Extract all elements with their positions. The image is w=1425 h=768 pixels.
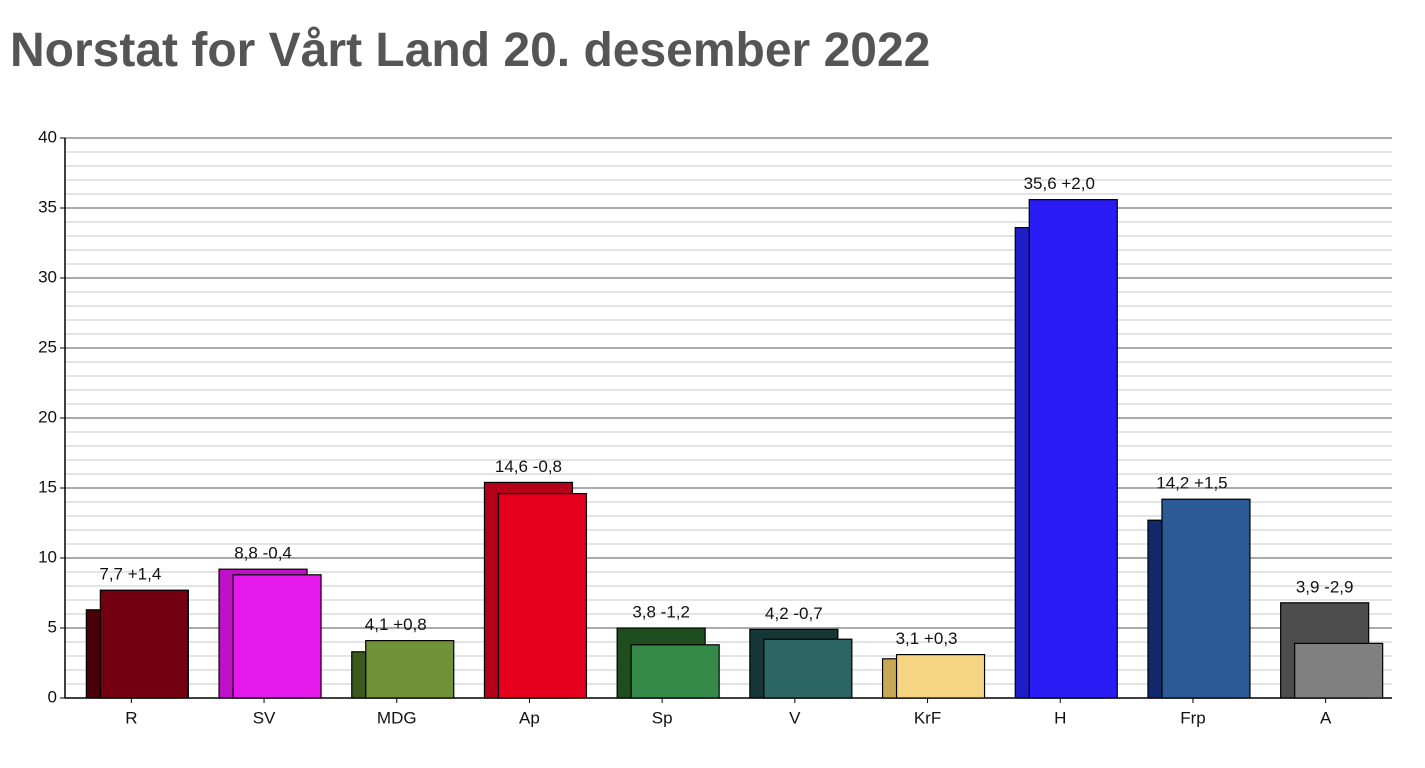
x-tick-label: A xyxy=(1320,708,1332,727)
data-label: 3,1 +0,3 xyxy=(896,629,958,648)
y-tick-label: 10 xyxy=(38,547,57,566)
x-tick-label: Frp xyxy=(1180,708,1206,727)
y-tick-label: 0 xyxy=(48,687,57,706)
data-label: 8,8 -0,4 xyxy=(234,544,292,563)
data-label: 3,9 -2,9 xyxy=(1296,577,1354,596)
y-tick-label: 30 xyxy=(38,267,57,286)
chart-title: Norstat for Vårt Land 20. desember 2022 xyxy=(10,24,930,77)
x-tick-label: Sp xyxy=(652,708,673,727)
bar xyxy=(1294,642,1384,699)
bar xyxy=(232,574,322,699)
data-label: 14,2 +1,5 xyxy=(1156,474,1227,493)
data-label: 14,6 -0,8 xyxy=(495,457,562,476)
data-label: 7,7 +1,4 xyxy=(99,565,161,584)
y-tick-label: 25 xyxy=(38,337,57,356)
bar xyxy=(763,638,853,699)
x-tick-label: V xyxy=(789,708,801,727)
y-tick-label: 40 xyxy=(38,127,57,146)
bar xyxy=(630,644,720,699)
y-tick-label: 5 xyxy=(48,617,57,636)
x-tick-label: R xyxy=(125,708,137,727)
x-tick-label: SV xyxy=(253,708,276,727)
data-label: 4,1 +0,8 xyxy=(365,615,427,634)
x-tick-label: KrF xyxy=(914,708,941,727)
bar xyxy=(99,589,189,699)
bar xyxy=(895,653,986,699)
bar xyxy=(1028,199,1118,699)
data-label: 4,2 -0,7 xyxy=(765,604,823,623)
y-tick-label: 35 xyxy=(38,197,57,216)
x-tick-label: Ap xyxy=(519,708,540,727)
x-tick-label: H xyxy=(1054,708,1066,727)
y-tick-label: 20 xyxy=(38,407,57,426)
bar xyxy=(1161,498,1251,699)
x-tick-label: MDG xyxy=(377,708,417,727)
bar xyxy=(497,493,588,699)
data-label: 3,8 -1,2 xyxy=(632,602,690,621)
y-tick-label: 15 xyxy=(38,477,57,496)
bar xyxy=(365,639,455,699)
data-label: 35,6 +2,0 xyxy=(1024,174,1095,193)
